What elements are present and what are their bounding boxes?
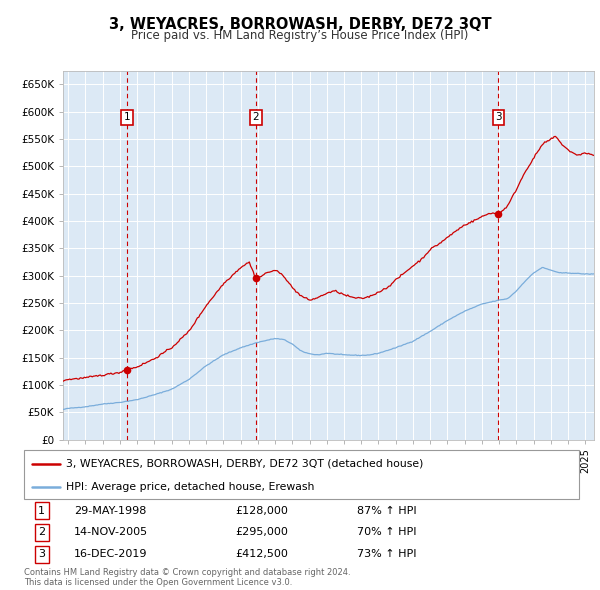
Text: 3: 3 (38, 549, 45, 559)
Text: Contains HM Land Registry data © Crown copyright and database right 2024.
This d: Contains HM Land Registry data © Crown c… (24, 568, 350, 587)
Text: £128,000: £128,000 (235, 506, 288, 516)
Text: £412,500: £412,500 (235, 549, 288, 559)
Text: £295,000: £295,000 (235, 527, 288, 537)
Text: 3, WEYACRES, BORROWASH, DERBY, DE72 3QT (detached house): 3, WEYACRES, BORROWASH, DERBY, DE72 3QT … (65, 458, 423, 468)
Text: 87% ↑ HPI: 87% ↑ HPI (357, 506, 416, 516)
Text: 2: 2 (38, 527, 46, 537)
Text: 3: 3 (495, 112, 502, 122)
Text: 16-DEC-2019: 16-DEC-2019 (74, 549, 148, 559)
Text: 29-MAY-1998: 29-MAY-1998 (74, 506, 146, 516)
Text: Price paid vs. HM Land Registry’s House Price Index (HPI): Price paid vs. HM Land Registry’s House … (131, 30, 469, 42)
Text: 73% ↑ HPI: 73% ↑ HPI (357, 549, 416, 559)
Text: 1: 1 (124, 112, 130, 122)
Text: HPI: Average price, detached house, Erewash: HPI: Average price, detached house, Erew… (65, 483, 314, 493)
Text: 3, WEYACRES, BORROWASH, DERBY, DE72 3QT: 3, WEYACRES, BORROWASH, DERBY, DE72 3QT (109, 17, 491, 31)
Text: 70% ↑ HPI: 70% ↑ HPI (357, 527, 416, 537)
Text: 1: 1 (38, 506, 45, 516)
Text: 14-NOV-2005: 14-NOV-2005 (74, 527, 148, 537)
Text: 2: 2 (253, 112, 259, 122)
